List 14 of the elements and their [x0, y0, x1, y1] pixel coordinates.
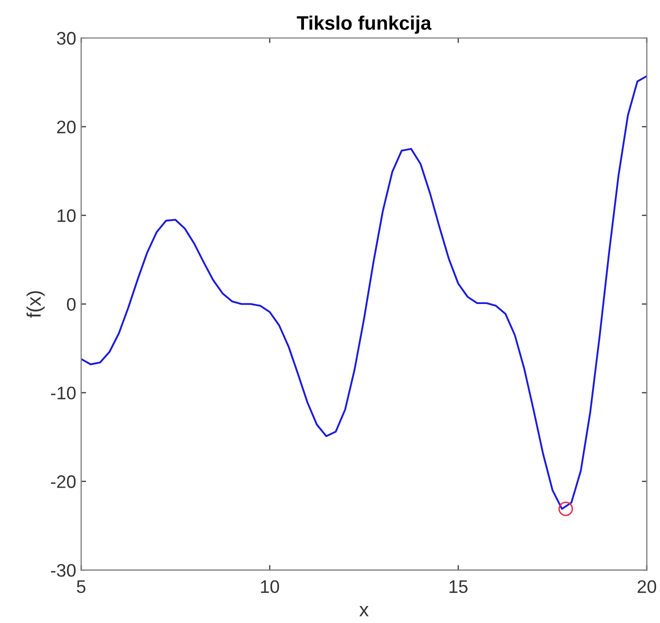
- y-tick-label: -30: [51, 564, 76, 577]
- y-tick-label: -20: [51, 475, 76, 488]
- y-tick-label: 0: [66, 298, 76, 311]
- x-axis-title: x: [359, 606, 369, 616]
- x-tick-label: 10: [261, 580, 280, 594]
- y-axis-title: f(x): [26, 291, 45, 318]
- y-tick-label: -10: [51, 386, 76, 400]
- y-tick-label: 30: [56, 32, 76, 45]
- chart-title: Tikslo funkcija: [296, 16, 432, 34]
- y-tick-label: 10: [58, 209, 76, 222]
- x-tick-label: 20: [638, 580, 656, 594]
- x-tick-label: 5: [76, 580, 86, 594]
- y-tick-label: 20: [57, 120, 76, 134]
- x-tick-label: 15: [450, 580, 468, 594]
